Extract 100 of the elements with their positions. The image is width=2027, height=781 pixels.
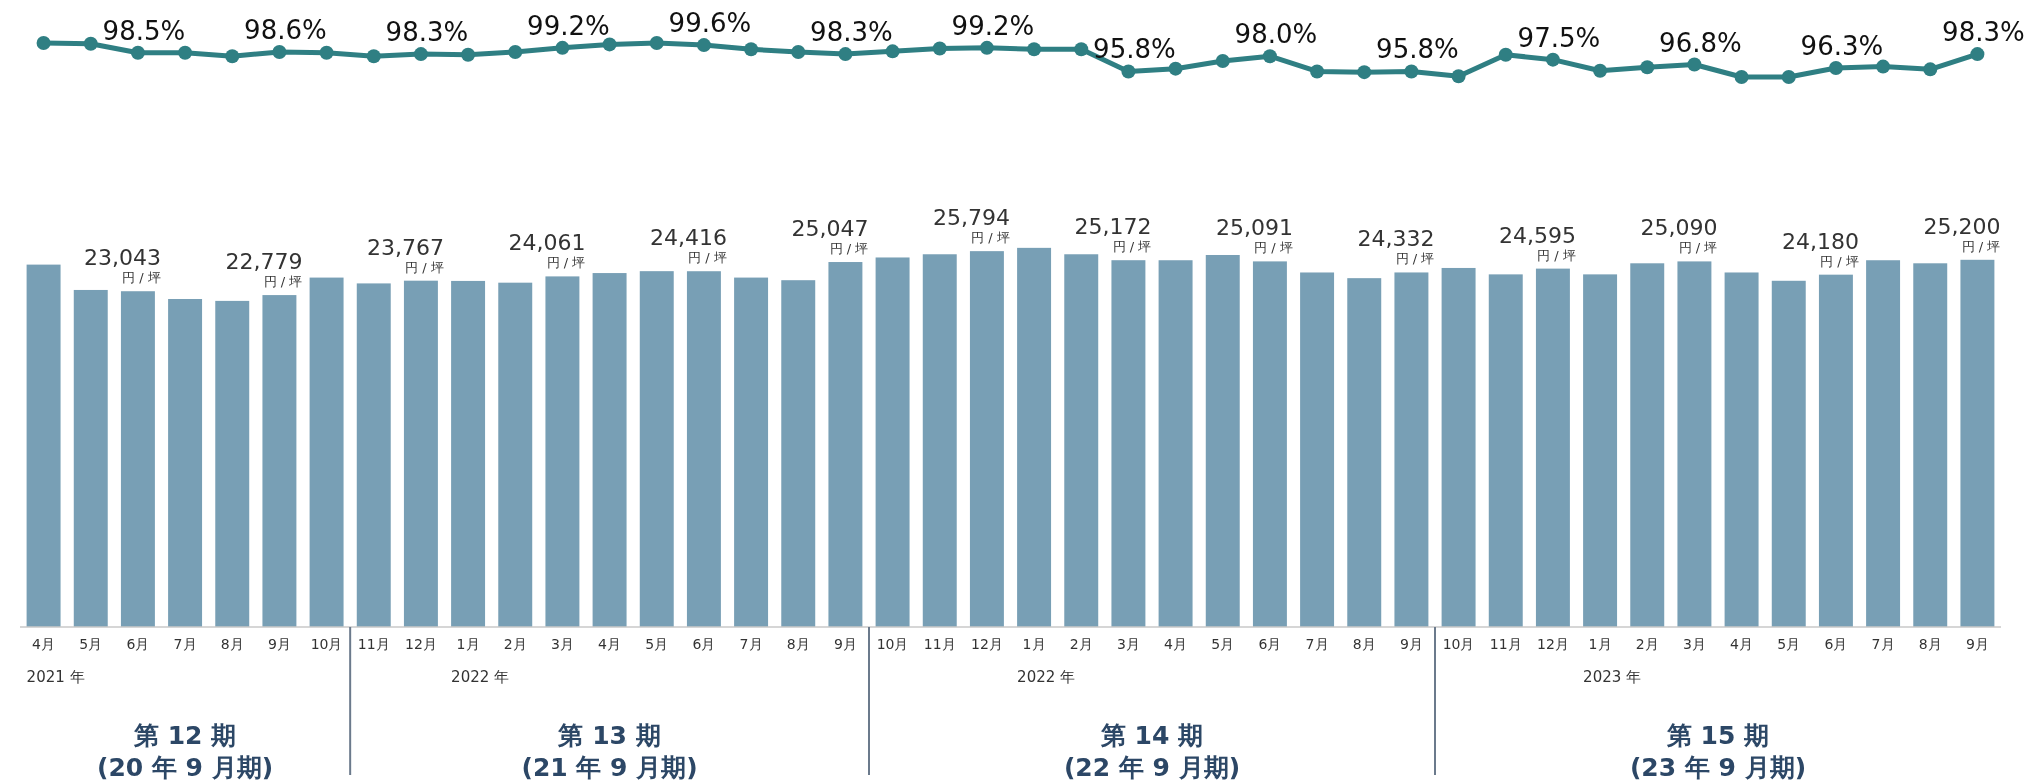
x-tick-label: 9月 [1399, 636, 1423, 652]
point [461, 47, 476, 62]
bar [1347, 278, 1382, 627]
text: 2021 年 [26, 668, 85, 686]
bar [403, 280, 438, 627]
bar [1300, 272, 1335, 627]
text: 第 13 期 (21 年 9 月期) [521, 721, 698, 781]
bar [1064, 254, 1099, 627]
x-tick-label: 1月 [1588, 636, 1612, 652]
point [1545, 52, 1560, 67]
point [272, 45, 287, 60]
point [225, 49, 240, 64]
text: 第 14 期 (22 年 9 月期) [1063, 721, 1241, 781]
data-label: 98.3% [1942, 17, 2025, 48]
point [1404, 64, 1419, 79]
bar [1535, 268, 1570, 627]
x-tick-label: 4月 [1730, 636, 1754, 652]
x-tick-label: 5月 [1777, 636, 1801, 652]
data-label: 25,172 円 / 坪 [1074, 214, 1152, 255]
bar [1583, 274, 1618, 627]
bar [969, 251, 1004, 627]
x-tick-label: 1月 [1022, 636, 1046, 652]
bar [545, 276, 580, 627]
bar [875, 257, 910, 627]
bar [309, 277, 344, 627]
x-tick-label: 3月 [1682, 636, 1706, 652]
bar [168, 299, 203, 627]
x-tick-label: 4月 [32, 636, 56, 652]
point [36, 36, 51, 50]
point [1121, 64, 1136, 79]
data-label: 98.0% [1234, 19, 1318, 50]
data-label: 24,332 円 / 坪 [1357, 226, 1435, 267]
x-tick-label: 4月 [1164, 636, 1188, 652]
bar [922, 254, 957, 627]
point [1498, 47, 1513, 62]
x-tick-label: 5月 [79, 636, 103, 652]
x-tick-label: 8月 [786, 636, 810, 652]
data-label: 24,416 円 / 坪 [649, 225, 727, 266]
data-label: 95.8% [1376, 34, 1459, 65]
bar [1724, 272, 1759, 627]
point [366, 49, 381, 64]
x-tick-label: 7月 [173, 636, 197, 652]
point [1357, 65, 1372, 80]
bar [1913, 263, 1948, 627]
point [130, 45, 145, 60]
x-tick-label: 2月 [1635, 636, 1659, 652]
x-tick-label: 12月 [405, 636, 437, 652]
data-label: 24,595 円 / 坪 [1498, 222, 1576, 263]
point [791, 45, 806, 60]
x-tick-label: 6月 [692, 636, 716, 652]
point [1923, 62, 1938, 77]
bar [1394, 272, 1429, 627]
point [1970, 47, 1985, 62]
point [979, 40, 994, 55]
x-tick-label: 9月 [267, 636, 291, 652]
data-label: 96.8% [1659, 27, 1742, 58]
point [602, 37, 617, 52]
x-tick-label: 11月 [357, 636, 390, 652]
x-tick-label: 11月 [923, 636, 956, 652]
bar [1017, 247, 1052, 627]
x-tick-label: 2月 [1069, 636, 1093, 652]
bar [1252, 261, 1287, 627]
data-label: 97.5% [1517, 22, 1601, 53]
data-label: 25,091 円 / 坪 [1215, 215, 1293, 256]
point [1262, 49, 1277, 64]
x-tick-label: 10月 [310, 636, 343, 652]
point [178, 45, 193, 60]
x-tick-label: 7月 [1305, 636, 1329, 652]
data-label: 23,767 円 / 坪 [366, 234, 444, 275]
data-label: 22,779 円 / 坪 [225, 249, 303, 290]
data-label: 99.2% [951, 10, 1035, 41]
x-tick-label: 10月 [876, 636, 909, 652]
data-label: 24,061 円 / 坪 [508, 230, 586, 271]
x-tick-label: 7月 [739, 636, 763, 652]
bar [639, 271, 674, 627]
bar [686, 271, 721, 627]
data-label: 25,090 円 / 坪 [1640, 215, 1718, 256]
data-label: 23,043 円 / 坪 [83, 245, 161, 286]
x-tick-label: 6月 [126, 636, 150, 652]
point [83, 36, 98, 51]
x-tick-label: 12月 [1537, 636, 1569, 652]
point [696, 38, 711, 53]
bar [451, 280, 486, 627]
bar [828, 262, 863, 627]
bar [592, 273, 627, 627]
x-tick-label: 5月 [1211, 636, 1235, 652]
bar [1866, 260, 1901, 627]
x-tick-label: 1月 [456, 636, 480, 652]
bar [356, 283, 391, 627]
bar [1158, 260, 1193, 627]
data-label: 99.6% [668, 8, 752, 39]
bar [1441, 267, 1476, 627]
x-tick-label: 6月 [1824, 636, 1848, 652]
bar [781, 280, 816, 627]
bar [73, 289, 108, 627]
point [649, 36, 664, 50]
bar [1630, 263, 1665, 627]
text: 2022 年 [1017, 668, 1076, 686]
point [1876, 59, 1891, 74]
bar [120, 291, 155, 627]
